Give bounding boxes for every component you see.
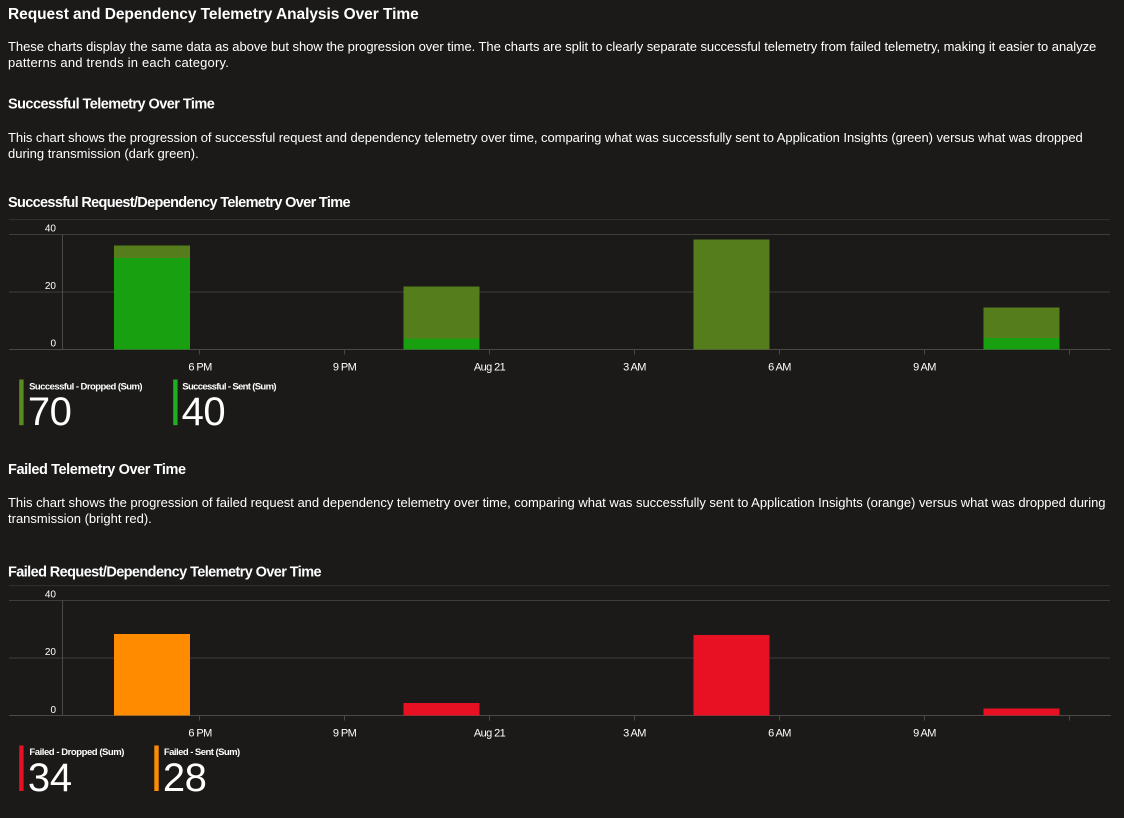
svg-text:transmission (bright red).: transmission (bright red). — [8, 511, 152, 526]
svg-text:3 AM: 3 AM — [623, 727, 646, 739]
svg-text:6 PM: 6 PM — [188, 361, 212, 373]
svg-text:Failed Telemetry Over Time: Failed Telemetry Over Time — [8, 462, 186, 478]
svg-text:3 AM: 3 AM — [623, 361, 646, 373]
svg-text:Aug 21: Aug 21 — [474, 727, 506, 739]
svg-text:Failed - Dropped (Sum): Failed - Dropped (Sum) — [29, 747, 124, 758]
svg-text:Successful Request/Dependency: Successful Request/Dependency Telemetry … — [8, 195, 350, 211]
svg-text:Failed - Sent (Sum): Failed - Sent (Sum) — [164, 747, 240, 758]
svg-text:6 AM: 6 AM — [768, 727, 791, 739]
svg-text:40: 40 — [45, 590, 57, 601]
svg-text:patterns and trends in each ca: patterns and trends in each category. — [8, 55, 229, 70]
svg-text:9 AM: 9 AM — [913, 727, 936, 739]
svg-text:during transmission (dark gree: during transmission (dark green). — [8, 146, 199, 161]
svg-text:6 PM: 6 PM — [188, 727, 212, 739]
svg-text:Successful Telemetry Over Time: Successful Telemetry Over Time — [8, 97, 215, 113]
svg-text:20: 20 — [45, 647, 57, 658]
svg-text:40: 40 — [45, 224, 57, 235]
svg-text:9 AM: 9 AM — [913, 361, 936, 373]
svg-text:34: 34 — [28, 756, 72, 800]
svg-text:40: 40 — [182, 390, 226, 434]
svg-text:9 PM: 9 PM — [333, 361, 357, 373]
svg-text:Successful - Sent (Sum): Successful - Sent (Sum) — [182, 381, 276, 392]
svg-text:Successful - Dropped (Sum): Successful - Dropped (Sum) — [29, 381, 142, 392]
svg-text:6 AM: 6 AM — [768, 361, 791, 373]
svg-text:0: 0 — [50, 705, 56, 716]
svg-text:9 PM: 9 PM — [333, 727, 357, 739]
svg-text:70: 70 — [28, 390, 72, 434]
svg-text:These charts display the same: These charts display the same data as ab… — [8, 39, 1096, 54]
svg-text:Aug 21: Aug 21 — [474, 361, 506, 373]
svg-text:0: 0 — [50, 339, 56, 350]
svg-text:20: 20 — [45, 281, 57, 292]
svg-text:This chart shows the progressi: This chart shows the progression of succ… — [8, 130, 1083, 145]
svg-text:Failed Request/Dependency Tele: Failed Request/Dependency Telemetry Over… — [8, 564, 322, 580]
svg-text:28: 28 — [163, 756, 207, 800]
svg-text:Request and Dependency Telemet: Request and Dependency Telemetry Analysi… — [8, 6, 419, 23]
svg-text:This chart shows the progressi: This chart shows the progression of fail… — [8, 495, 1106, 510]
